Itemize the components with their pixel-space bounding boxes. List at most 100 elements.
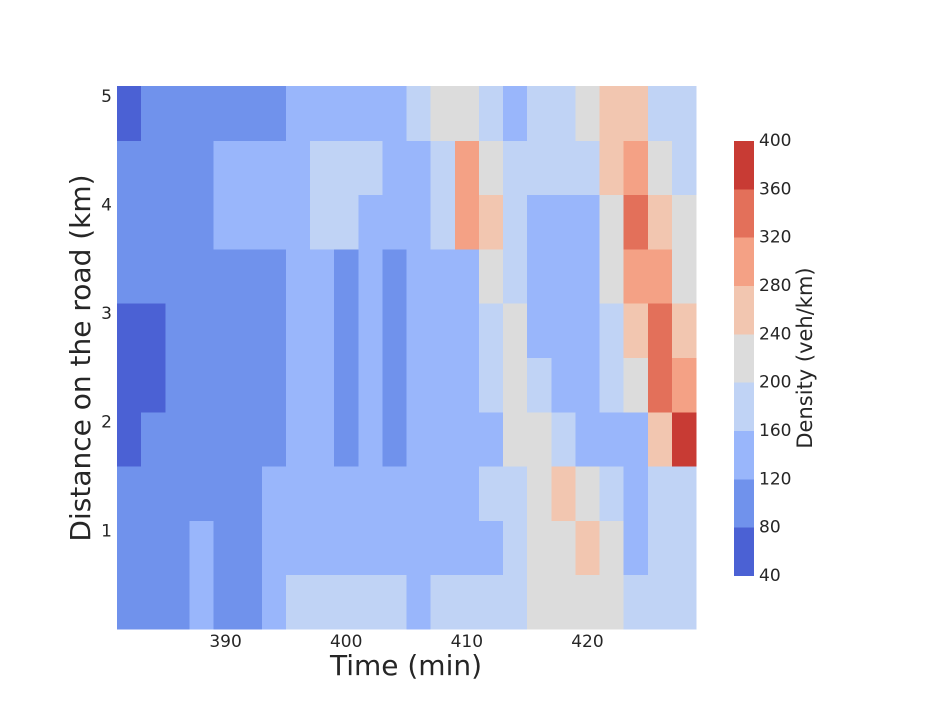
- contour-cell: [647, 574, 673, 630]
- contour-cell: [671, 520, 697, 576]
- contour-cell: [527, 520, 552, 576]
- contour-cell: [430, 574, 456, 630]
- contour-cell: [310, 86, 335, 141]
- contour-cell: [406, 411, 432, 467]
- contour-cell: [454, 194, 480, 250]
- contour-cell: [575, 194, 600, 250]
- contour-cell: [285, 357, 311, 413]
- contour-cell: [189, 574, 214, 630]
- contour-cell: [647, 411, 673, 467]
- contour-cell: [647, 520, 673, 576]
- contour-cell: [430, 411, 456, 467]
- contour-cell: [575, 520, 600, 576]
- x-axis-label: Time (min): [329, 649, 482, 682]
- contour-cell: [141, 248, 166, 304]
- contour-cell: [334, 357, 359, 413]
- contour-cell: [213, 574, 239, 630]
- contour-cell: [358, 357, 383, 413]
- contour-cell: [358, 303, 383, 358]
- contour-cell: [189, 140, 214, 196]
- contour-cell: [117, 574, 142, 630]
- contour-cell: [285, 140, 311, 196]
- contour-cell: [117, 140, 142, 196]
- contour-cell: [261, 86, 287, 141]
- contour-cell: [117, 248, 142, 304]
- contour-cell: [310, 357, 335, 413]
- colorbar-tick-label: 280: [759, 276, 791, 296]
- contour-cell: [671, 411, 697, 467]
- contour-cell: [141, 86, 166, 141]
- contour-cell: [334, 520, 359, 576]
- contour-cell: [285, 194, 311, 250]
- contour-cell: [285, 303, 311, 358]
- contour-cell: [478, 574, 504, 630]
- contour-cell: [671, 248, 697, 304]
- contour-cell: [358, 86, 383, 141]
- contour-cell: [165, 574, 190, 630]
- colorbar-tick-label: 80: [759, 518, 781, 538]
- contour-cell: [623, 357, 649, 413]
- contour-cell: [237, 248, 263, 304]
- contour-cell: [623, 303, 649, 358]
- contour-cell: [478, 466, 504, 521]
- contour-cell: [141, 520, 166, 576]
- contour-cell: [382, 411, 407, 467]
- contour-cell: [430, 303, 456, 358]
- contour-cell: [671, 357, 697, 413]
- contour-cell: [213, 466, 239, 521]
- contour-cell: [503, 303, 528, 358]
- y-tick-label: 5: [101, 87, 112, 107]
- contour-cell: [237, 86, 263, 141]
- contour-cell: [165, 140, 190, 196]
- contour-cell: [261, 520, 287, 576]
- contour-cell: [430, 248, 456, 304]
- contour-cell: [551, 357, 576, 413]
- contour-cell: [237, 303, 263, 358]
- contour-cell: [671, 303, 697, 358]
- contour-cell: [334, 303, 359, 358]
- contour-cell: [454, 140, 480, 196]
- contour-cell: [310, 411, 335, 467]
- contour-cell: [310, 194, 335, 250]
- contour-cell: [382, 303, 407, 358]
- contour-cell: [527, 303, 552, 358]
- contour-cell: [334, 86, 359, 141]
- contour-cell: [310, 574, 335, 630]
- contour-cell: [117, 357, 142, 413]
- contour-cell: [213, 411, 239, 467]
- contour-cell: [478, 411, 504, 467]
- contour-cell: [575, 466, 600, 521]
- contour-cell: [189, 466, 214, 521]
- contour-cell: [599, 303, 625, 358]
- contour-cell: [261, 303, 287, 358]
- contour-cell: [551, 194, 576, 250]
- contour-cell: [623, 466, 649, 521]
- contour-cell: [527, 248, 552, 304]
- contour-cell: [647, 140, 673, 196]
- contour-cell: [623, 248, 649, 304]
- colorbar-tick-label: 400: [759, 131, 791, 151]
- contour-cell: [310, 466, 335, 521]
- contour-cell: [430, 357, 456, 413]
- contour-cell: [430, 140, 456, 196]
- contour-cell: [237, 411, 263, 467]
- colorbar-tick-label: 120: [759, 469, 791, 489]
- contour-cell: [261, 411, 287, 467]
- contour-cell: [599, 248, 625, 304]
- contour-cell: [213, 520, 239, 576]
- contour-cell: [285, 248, 311, 304]
- contour-cell: [647, 466, 673, 521]
- contour-cell: [358, 194, 383, 250]
- contour-cell: [454, 574, 480, 630]
- contour-cell: [454, 303, 480, 358]
- contour-cell: [213, 194, 239, 250]
- contour-cell: [406, 194, 432, 250]
- contour-cell: [141, 574, 166, 630]
- contour-cell: [189, 520, 214, 576]
- contour-cell: [141, 357, 166, 413]
- contour-cell: [310, 303, 335, 358]
- contour-cell: [503, 194, 528, 250]
- y-tick-label: 2: [101, 413, 112, 433]
- contour-cell: [430, 520, 456, 576]
- contour-cell: [599, 86, 625, 141]
